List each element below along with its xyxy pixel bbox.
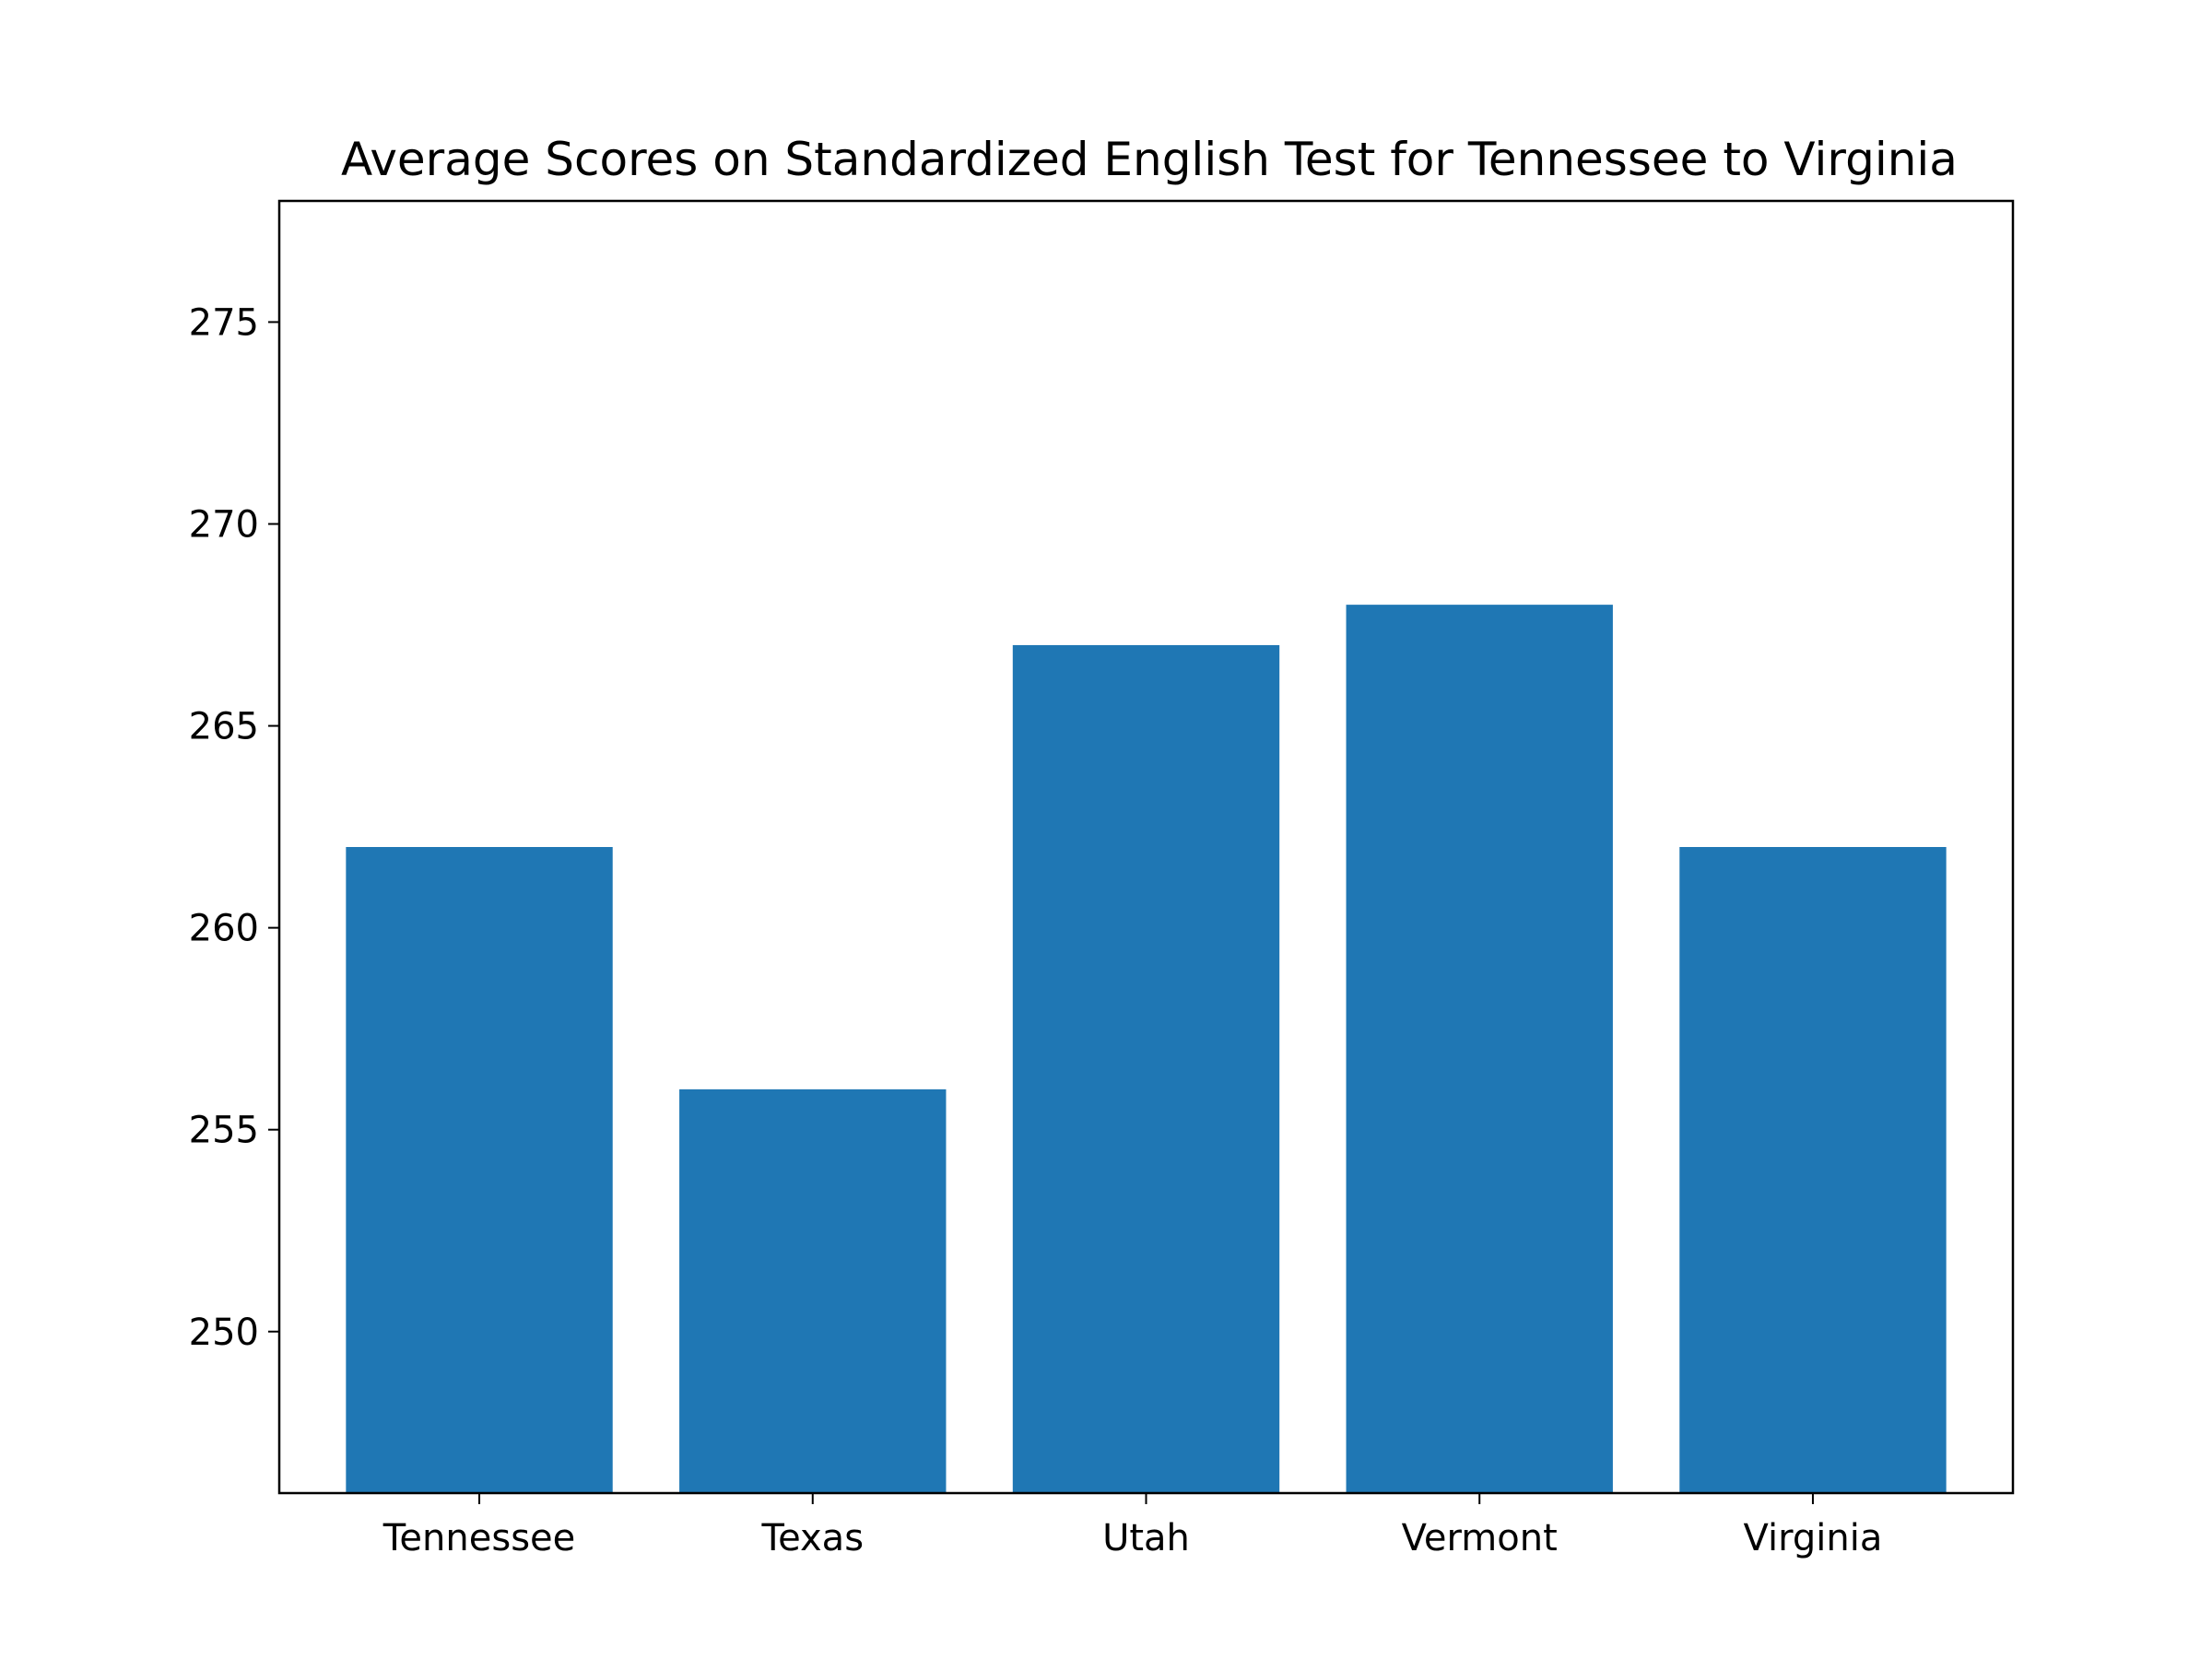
y-tick-label: 265 (189, 706, 259, 748)
bar-vermont (1346, 605, 1613, 1494)
y-tick-label: 250 (189, 1312, 259, 1354)
plot-frame (277, 199, 2015, 1495)
y-axis: 250 255 260 265 270 275 (189, 301, 279, 1354)
x-tick-label: Virginia (1744, 1517, 1883, 1559)
bar-utah (1012, 644, 1280, 1493)
y-tick-label: 260 (189, 908, 259, 950)
x-tick-label: Texas (760, 1517, 864, 1559)
chart-title: Average Scores on Standardized English T… (341, 133, 1958, 186)
x-tick-label: Utah (1102, 1517, 1190, 1559)
bar-tennessee (346, 847, 613, 1493)
y-tick-label: 270 (189, 504, 259, 547)
bar-virginia (1679, 847, 1947, 1493)
bars-group (346, 605, 1947, 1494)
y-tick-label: 255 (189, 1110, 259, 1152)
x-tick-label: Tennessee (382, 1517, 575, 1559)
x-axis: Tennessee Texas Utah Vermont Virginia (382, 1493, 1883, 1559)
y-tick-label: 275 (189, 301, 259, 344)
x-tick-label: Vermont (1402, 1517, 1558, 1559)
bar-texas (679, 1088, 947, 1494)
